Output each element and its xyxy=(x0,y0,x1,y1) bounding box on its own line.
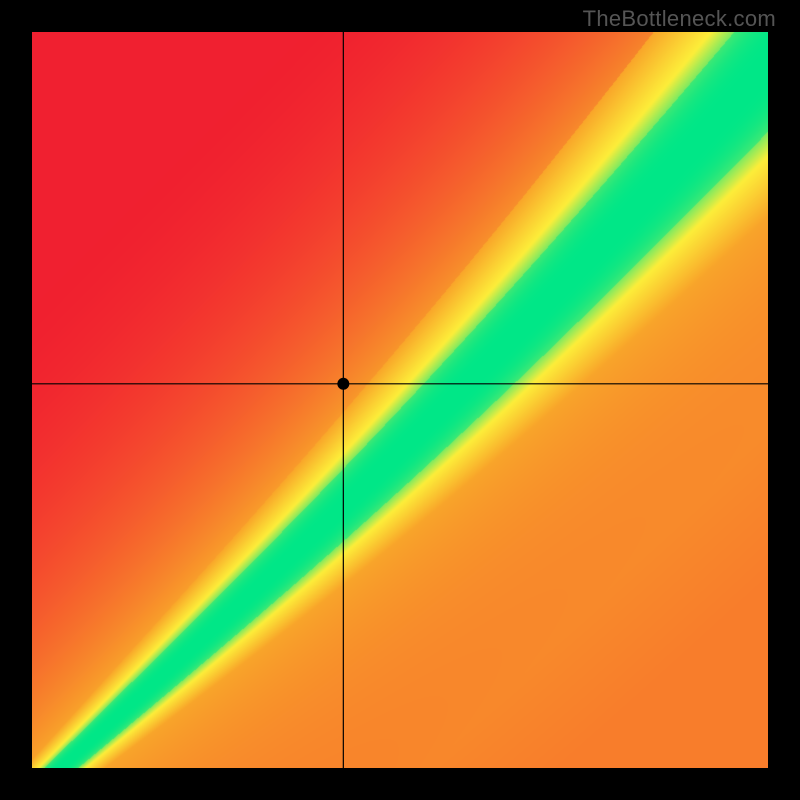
chart-frame: TheBottleneck.com xyxy=(0,0,800,800)
watermark-text: TheBottleneck.com xyxy=(583,6,776,32)
bottleneck-heatmap xyxy=(32,32,768,768)
